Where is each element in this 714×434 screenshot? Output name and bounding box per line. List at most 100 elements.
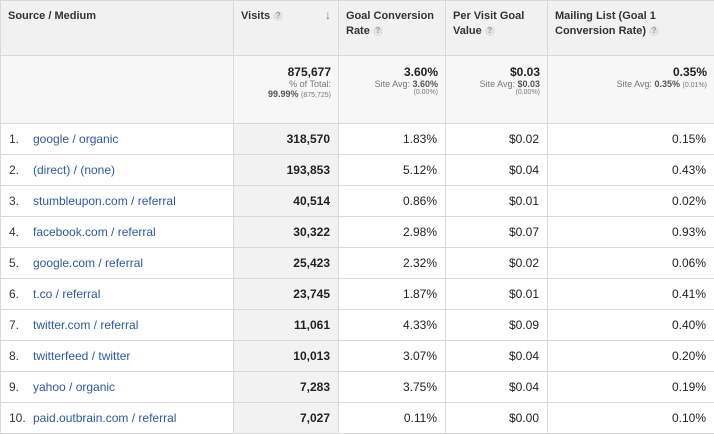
help-icon[interactable]: ?: [485, 26, 495, 36]
col-header-source-label: Source / Medium: [8, 10, 96, 22]
help-icon[interactable]: ?: [649, 26, 659, 36]
goal-conversion-cell: 0.11%: [339, 403, 446, 434]
visits-cell: 25,423: [234, 248, 339, 279]
source-medium-link[interactable]: paid.outbrain.com / referral: [33, 411, 176, 425]
help-icon[interactable]: ?: [373, 26, 383, 36]
per-visit-value-cell: $0.02: [446, 124, 548, 155]
per-visit-value-cell: $0.02: [446, 248, 548, 279]
mailing-list-cell: 0.06%: [548, 248, 714, 279]
source-medium-link[interactable]: stumbleupon.com / referral: [33, 194, 176, 208]
per-visit-value-cell: $0.01: [446, 279, 548, 310]
source-cell: 5.google.com / referral: [1, 248, 234, 279]
visits-cell: 7,027: [234, 403, 339, 434]
visits-cell: 23,745: [234, 279, 339, 310]
mailing-list-cell: 0.19%: [548, 372, 714, 403]
per-visit-value-cell: $0.07: [446, 217, 548, 248]
source-medium-link[interactable]: (direct) / (none): [33, 163, 115, 177]
source-medium-link[interactable]: yahoo / organic: [33, 380, 115, 394]
visits-cell: 30,322: [234, 217, 339, 248]
row-index: 10.: [9, 411, 33, 425]
mailing-list-cell: 0.20%: [548, 341, 714, 372]
mailing-list-cell: 0.02%: [548, 186, 714, 217]
totals-visits: 875,677: [241, 65, 331, 79]
visits-cell: 318,570: [234, 124, 339, 155]
mailing-list-cell: 0.10%: [548, 403, 714, 434]
row-index: 5.: [9, 256, 33, 270]
source-medium-link[interactable]: t.co / referral: [33, 287, 100, 301]
source-medium-link[interactable]: facebook.com / referral: [33, 225, 156, 239]
col-header-mailing-label: Mailing List (Goal 1 Conversion Rate): [555, 10, 656, 37]
row-index: 1.: [9, 132, 33, 146]
col-header-source[interactable]: Source / Medium: [1, 1, 234, 56]
mailing-list-cell: 0.40%: [548, 310, 714, 341]
source-cell: 6.t.co / referral: [1, 279, 234, 310]
col-header-mailing-list[interactable]: Mailing List (Goal 1 Conversion Rate)?: [548, 1, 714, 56]
totals-visits-label: % of Total:: [241, 79, 331, 89]
col-header-per-visit-goal-value[interactable]: Per Visit Goal Value?: [446, 1, 548, 56]
totals-per-visit-diff: (0.00%): [453, 89, 540, 96]
totals-goal-conv-diff: (0.00%): [346, 89, 438, 96]
source-cell: 4.facebook.com / referral: [1, 217, 234, 248]
per-visit-value-cell: $0.01: [446, 186, 548, 217]
per-visit-value-cell: $0.04: [446, 341, 548, 372]
col-header-goal-conversion-rate[interactable]: Goal Conversion Rate?: [339, 1, 446, 56]
visits-cell: 193,853: [234, 155, 339, 186]
source-cell: 9.yahoo / organic: [1, 372, 234, 403]
totals-goal-conv-label: Site Avg:: [375, 79, 410, 89]
totals-goal-conv-cell: 3.60% Site Avg: 3.60% (0.00%): [339, 56, 446, 124]
help-icon[interactable]: ?: [273, 11, 283, 21]
sort-descending-icon[interactable]: ↓: [325, 9, 331, 21]
goal-conversion-cell: 3.07%: [339, 341, 446, 372]
visits-cell: 7,283: [234, 372, 339, 403]
goal-conversion-cell: 5.12%: [339, 155, 446, 186]
source-medium-link[interactable]: google / organic: [33, 132, 118, 146]
row-index: 7.: [9, 318, 33, 332]
totals-mailing-label: Site Avg:: [617, 79, 652, 89]
totals-mailing-diff: (0.01%): [682, 82, 707, 89]
totals-visits-pct: 99.99%: [268, 89, 299, 99]
mailing-list-cell: 0.15%: [548, 124, 714, 155]
source-medium-link[interactable]: twitterfeed / twitter: [33, 349, 130, 363]
row-index: 9.: [9, 380, 33, 394]
goal-conversion-cell: 2.98%: [339, 217, 446, 248]
goal-conversion-cell: 0.86%: [339, 186, 446, 217]
per-visit-value-cell: $0.04: [446, 372, 548, 403]
totals-per-visit: $0.03: [453, 65, 540, 79]
header-row: Source / Medium Visits? ↓ Goal Conversio…: [1, 1, 714, 56]
col-header-goal-conversion-label: Goal Conversion Rate: [346, 10, 434, 37]
source-medium-link[interactable]: twitter.com / referral: [33, 318, 138, 332]
totals-goal-conv: 3.60%: [346, 65, 438, 79]
totals-goal-conv-avg: 3.60%: [412, 79, 438, 89]
mailing-list-cell: 0.93%: [548, 217, 714, 248]
goal-conversion-cell: 3.75%: [339, 372, 446, 403]
col-header-visits[interactable]: Visits? ↓: [234, 1, 339, 56]
totals-mailing: 0.35%: [555, 65, 707, 79]
row-index: 4.: [9, 225, 33, 239]
source-medium-link[interactable]: google.com / referral: [33, 256, 143, 270]
row-index: 2.: [9, 163, 33, 177]
per-visit-value-cell: $0.09: [446, 310, 548, 341]
source-cell: 3.stumbleupon.com / referral: [1, 186, 234, 217]
visits-cell: 11,061: [234, 310, 339, 341]
row-index: 3.: [9, 194, 33, 208]
totals-per-visit-label: Site Avg:: [480, 79, 515, 89]
goal-conversion-cell: 1.83%: [339, 124, 446, 155]
source-cell: 10.paid.outbrain.com / referral: [1, 403, 234, 434]
totals-visits-total: (875,725): [301, 92, 331, 99]
goal-conversion-cell: 2.32%: [339, 248, 446, 279]
source-cell: 7.twitter.com / referral: [1, 310, 234, 341]
totals-mailing-avg: 0.35%: [654, 79, 680, 89]
source-cell: 2.(direct) / (none): [1, 155, 234, 186]
totals-row: 875,677 % of Total: 99.99% (875,725) 3.6…: [1, 56, 714, 124]
goal-conversion-cell: 1.87%: [339, 279, 446, 310]
col-header-visits-label: Visits: [241, 10, 270, 22]
totals-mailing-cell: 0.35% Site Avg: 0.35% (0.01%): [548, 56, 714, 124]
